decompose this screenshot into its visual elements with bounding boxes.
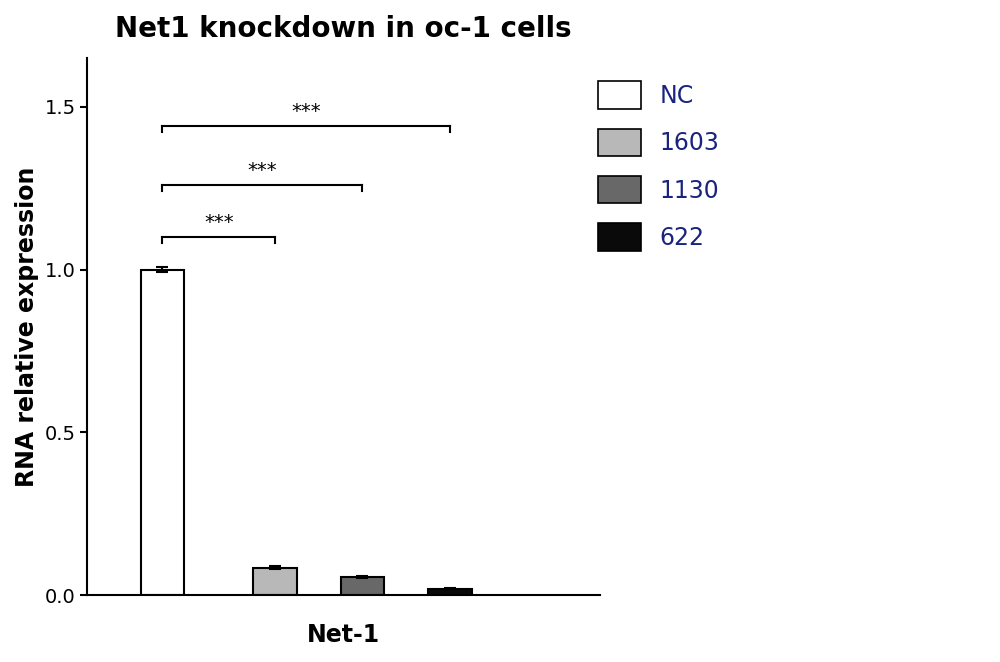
Legend: NC, 1603, 1130, 622: NC, 1603, 1130, 622 xyxy=(587,70,731,263)
Title: Net1 knockdown in oc-1 cells: Net1 knockdown in oc-1 cells xyxy=(115,15,572,43)
X-axis label: Net-1: Net-1 xyxy=(307,623,380,647)
Bar xyxy=(253,567,297,595)
Bar xyxy=(341,577,384,595)
Text: ***: *** xyxy=(291,103,321,121)
Bar xyxy=(428,589,472,595)
Text: ***: *** xyxy=(204,213,234,232)
Y-axis label: RNA relative expression: RNA relative expression xyxy=(15,166,39,487)
Text: ***: *** xyxy=(248,161,277,180)
Bar xyxy=(141,269,184,595)
